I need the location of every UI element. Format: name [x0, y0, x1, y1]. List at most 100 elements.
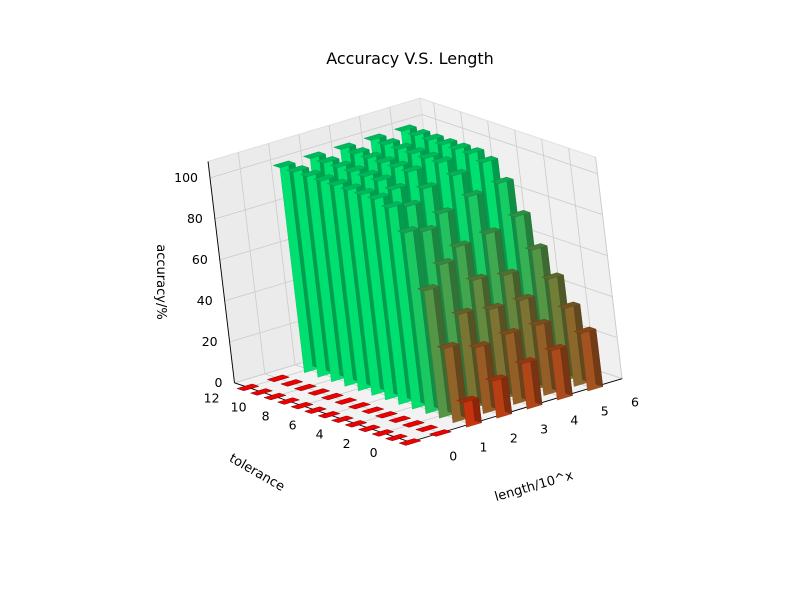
- bar-top-face: [293, 383, 318, 392]
- x-tick-label: 6: [631, 394, 639, 409]
- y-axis-label: tolerance: [226, 451, 287, 495]
- bar-top-face: [407, 129, 431, 137]
- chart-title: Accuracy V.S. Length: [326, 49, 494, 68]
- y-tick-label: 12: [204, 390, 220, 405]
- bar-top-face: [363, 133, 387, 141]
- bar-top-face: [326, 178, 350, 187]
- bar-top-face: [249, 388, 274, 396]
- bar-top-face: [320, 392, 345, 401]
- bar-top-face: [496, 268, 520, 277]
- bar-top-face: [384, 433, 409, 442]
- bar: [290, 401, 314, 410]
- z-axis-line: [207, 161, 235, 383]
- z-tick-label: 80: [187, 211, 203, 226]
- bar: [361, 406, 385, 414]
- bar: [357, 424, 382, 433]
- bar: [249, 388, 274, 396]
- bar-top-face: [436, 341, 460, 350]
- bar: [456, 395, 482, 428]
- bar: [384, 433, 409, 442]
- bar-top-face: [445, 169, 469, 177]
- bar-top-face: [420, 133, 444, 141]
- x-tick-label: 5: [601, 403, 609, 418]
- bar-top-face: [387, 160, 411, 169]
- bar-top-face: [557, 301, 581, 309]
- y-tick-label: 2: [343, 436, 351, 451]
- bar-top-face: [353, 187, 377, 196]
- y-tick-label: 8: [262, 408, 270, 423]
- y-tick-label: 10: [231, 399, 247, 414]
- bar: [573, 326, 604, 392]
- bar: [415, 424, 439, 433]
- y-tick-label: 6: [289, 418, 297, 433]
- bar-top-face: [416, 284, 441, 292]
- bar-top-face: [312, 174, 337, 182]
- bar-top-face: [302, 151, 327, 159]
- bar-top-face: [396, 226, 421, 234]
- bar: [544, 343, 573, 401]
- bar: [344, 420, 368, 428]
- bar-top-face: [573, 326, 597, 334]
- bar-top-face: [361, 406, 385, 414]
- bar-top-face: [236, 383, 260, 392]
- bar-top-face: [333, 142, 357, 150]
- bar-top-face: [512, 293, 536, 302]
- bar-top-face: [401, 420, 426, 428]
- bar-top-face: [303, 406, 328, 414]
- bar-top-face: [346, 147, 370, 155]
- bar-top-face: [290, 401, 314, 410]
- bar-top-face: [430, 156, 455, 164]
- bar-top-face: [374, 411, 399, 419]
- bar-top-face: [276, 397, 301, 405]
- bar-top-face: [448, 240, 472, 248]
- bar-top-face: [339, 183, 364, 191]
- z-tick-label: 100: [174, 170, 198, 185]
- bar-top-face: [343, 165, 367, 173]
- bar: [334, 397, 358, 405]
- bar: [320, 392, 345, 401]
- bar-top-face: [344, 420, 368, 428]
- bar-top-face: [528, 318, 552, 327]
- bar-top-face: [507, 210, 531, 218]
- bar-top-face: [484, 374, 509, 382]
- bar-top-face: [316, 156, 340, 164]
- x-tick-label: 3: [540, 421, 548, 436]
- bar-top-face: [299, 169, 323, 178]
- bar-top-face: [398, 438, 422, 446]
- bar-top-face: [380, 201, 405, 209]
- bar: [266, 374, 291, 383]
- bar: [280, 379, 304, 387]
- bar-top-face: [540, 272, 565, 280]
- z-axis-label: accuracy/%: [153, 244, 168, 319]
- bar-top-face: [347, 402, 372, 410]
- bar: [371, 429, 395, 437]
- bar: [317, 411, 341, 419]
- bar-top-face: [417, 151, 441, 160]
- bar: [276, 397, 301, 405]
- bar-top-face: [461, 147, 485, 155]
- bar: [293, 383, 318, 392]
- bar-top-face: [514, 357, 538, 365]
- z-gridline: [209, 114, 598, 179]
- bar-top-face: [544, 343, 568, 352]
- bar-top-face: [388, 415, 412, 423]
- bar-top-face: [475, 155, 499, 164]
- bar-top-face: [360, 151, 384, 159]
- bar-top-face: [263, 392, 287, 401]
- x-tick-label: 4: [570, 412, 578, 427]
- y-tick-label: 0: [370, 445, 378, 460]
- bar-top-face: [373, 156, 397, 164]
- x-tick-label: 0: [449, 449, 457, 464]
- bar-top-face: [403, 147, 428, 155]
- bar: [347, 402, 372, 410]
- bar-top-face: [272, 160, 296, 168]
- bar-top-face: [460, 189, 485, 198]
- bar-top-face: [451, 307, 475, 316]
- bar-top-face: [307, 388, 331, 396]
- bar-top-face: [481, 302, 506, 311]
- bar-top-face: [357, 424, 382, 433]
- bar-top-face: [390, 142, 414, 150]
- z-tick-label: 20: [202, 334, 218, 349]
- bar-top-face: [434, 138, 458, 146]
